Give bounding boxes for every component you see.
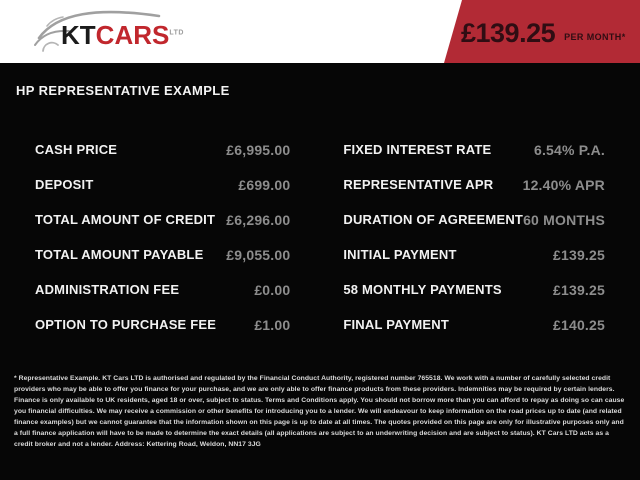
row-label: CASH PRICE: [35, 142, 118, 157]
disclaimer-text: * Representative Example. KT Cars LTD is…: [14, 375, 625, 448]
row-label: REPRESENTATIVE APR: [343, 177, 494, 192]
table-row: TOTAL AMOUNT PAYABLE £9,055.00: [35, 237, 290, 272]
header-bar: KTCARSLTD £139.25 PER MONTH*: [0, 0, 640, 63]
row-value: £139.25: [552, 281, 605, 298]
row-label: TOTAL AMOUNT PAYABLE: [35, 247, 204, 262]
table-row: REPRESENTATIVE APR 12.40% APR: [343, 167, 605, 202]
table-row: DEPOSIT £699.00: [35, 167, 290, 202]
row-value: £699.00: [238, 176, 291, 193]
row-label: ADMINISTRATION FEE: [35, 282, 180, 297]
logo-ltd: LTD: [169, 29, 184, 37]
table-row: FINAL PAYMENT £140.25: [343, 307, 605, 342]
per-month-label: PER MONTH*: [564, 31, 626, 42]
table-row: 58 MONTHLY PAYMENTS £139.25: [343, 272, 605, 307]
table-row: TOTAL AMOUNT OF CREDIT £6,296.00: [35, 202, 290, 237]
row-value: £139.25: [552, 246, 605, 263]
row-value: £140.25: [552, 316, 605, 333]
car-swoosh-icon: [34, 10, 161, 52]
table-row: ADMINISTRATION FEE £0.00: [35, 272, 290, 307]
row-label: DEPOSIT: [35, 177, 94, 192]
finance-table-right-column: FIXED INTEREST RATE 6.54% P.A. REPRESENTAT…: [343, 132, 605, 342]
logo-cars: CARS: [95, 20, 170, 50]
page-title: HP REPRESENTATIVE EXAMPLE: [16, 83, 230, 98]
row-value: £9,055.00: [226, 246, 291, 263]
table-row: CASH PRICE £6,995.00: [35, 132, 290, 167]
row-label: INITIAL PAYMENT: [343, 247, 457, 262]
row-label: OPTION TO PURCHASE FEE: [35, 317, 217, 332]
logo-text: KTCARSLTD: [61, 22, 184, 48]
row-value: 12.40% APR: [522, 176, 605, 193]
row-value: 6.54% P.A.: [533, 141, 605, 158]
row-value: 60 MONTHS: [523, 211, 605, 228]
table-row: FIXED INTEREST RATE 6.54% P.A.: [343, 132, 605, 167]
monthly-price: £139.25: [461, 17, 556, 48]
row-value: £0.00: [254, 281, 291, 298]
table-row: OPTION TO PURCHASE FEE £1.00: [35, 307, 290, 342]
row-value: £1.00: [254, 316, 291, 333]
row-label: TOTAL AMOUNT OF CREDIT: [35, 212, 216, 227]
row-value: £6,995.00: [226, 141, 291, 158]
table-row: DURATION OF AGREEMENT 60 MONTHS: [343, 202, 605, 237]
ktcars-logo[interactable]: KTCARSLTD: [33, 4, 203, 60]
row-value: £6,296.00: [226, 211, 291, 228]
logo-kt: KT: [61, 20, 96, 50]
finance-table-left-column: CASH PRICE £6,995.00 DEPOSIT £699.00 TOTAL A…: [35, 132, 290, 342]
row-label: 58 MONTHLY PAYMENTS: [343, 282, 502, 297]
row-label: DURATION OF AGREEMENT: [343, 212, 524, 227]
row-label: FINAL PAYMENT: [343, 317, 450, 332]
row-label: FIXED INTEREST RATE: [343, 142, 492, 157]
table-row: INITIAL PAYMENT £139.25: [343, 237, 605, 272]
price-banner: £139.25 PER MONTH*: [444, 0, 640, 63]
finance-table: CASH PRICE £6,995.00 DEPOSIT £699.00 TOTAL A…: [35, 132, 605, 342]
